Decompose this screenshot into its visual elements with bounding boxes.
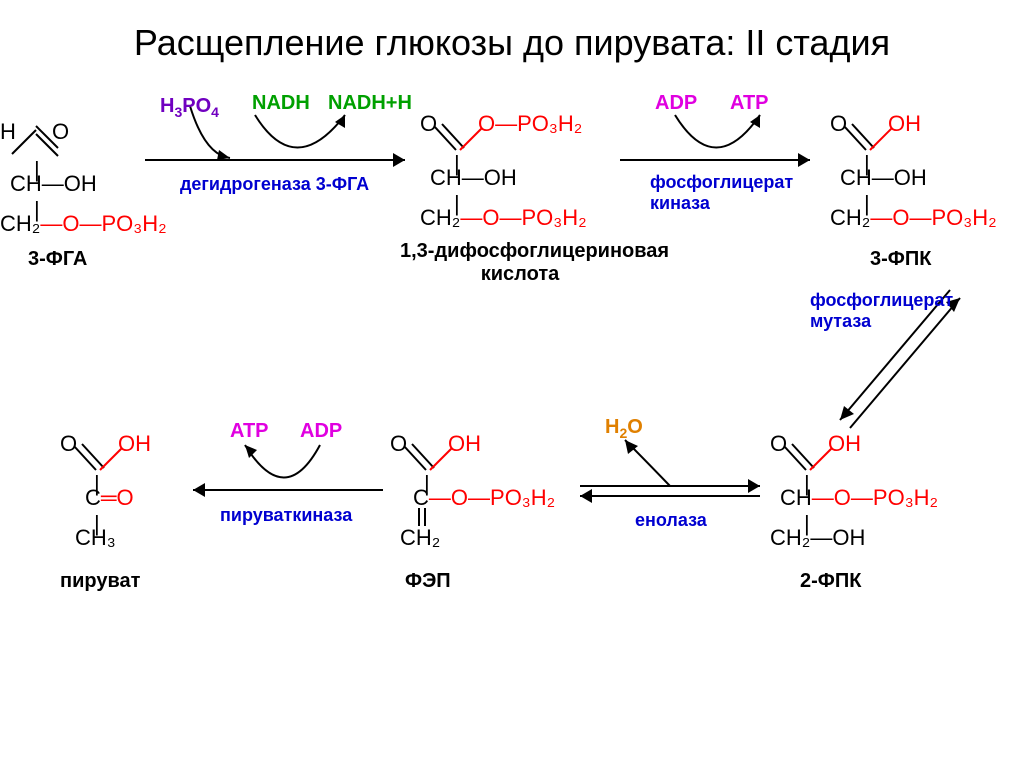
page-title: Расщепление глюкозы до пирувата: II стад… <box>0 22 1024 64</box>
enzyme-5: пируваткиназа <box>220 505 352 526</box>
fep-line3: CH₂ <box>400 524 440 552</box>
pyr-line2: C═O <box>85 484 134 512</box>
3fpk-label: 3-ФПК <box>870 248 931 271</box>
dpg-line3: CH₂—O—PO₃H₂ <box>420 204 587 232</box>
pyr-line3: CH₃ <box>75 524 116 552</box>
dpg-line2: CH—OH <box>430 164 517 192</box>
enzyme-3: фосфоглицерат мутаза <box>810 290 953 332</box>
arrow-2 <box>620 100 820 180</box>
atp-2: ATP <box>230 420 269 443</box>
pyr-OH: OH <box>118 430 151 458</box>
3fga-line2: CH—OH <box>10 170 97 198</box>
3fpk-line3: CH₂—O—PO₃H₂ <box>830 204 997 232</box>
3fpk-OH: OH <box>888 110 921 138</box>
3fga-label: 3-ФГА <box>28 248 87 271</box>
adp-1: ADP <box>655 92 697 115</box>
3fga-vb1: | <box>34 156 40 184</box>
pyr-O1: O <box>60 430 77 458</box>
fep-label: ФЭП <box>405 570 451 593</box>
2fpk-label: 2-ФПК <box>800 570 861 593</box>
nadh-out-label: NADH+H <box>328 92 412 115</box>
h2o-label: H2O <box>605 416 643 441</box>
enzyme-1: дегидрогеназа 3-ФГА <box>180 174 369 195</box>
arrow-5 <box>185 430 385 510</box>
enzyme-2: фосфоглицерат киназа <box>650 172 793 214</box>
2fpk-O: O <box>770 430 787 458</box>
2fpk-line2: CH—O—PO₃H₂ <box>780 484 938 512</box>
arrow-4 <box>570 430 770 510</box>
2fpk-line3: CH₂—OH <box>770 524 865 552</box>
fep-OH: OH <box>448 430 481 458</box>
dpg-O: O <box>420 110 437 138</box>
fep-O: O <box>390 430 407 458</box>
fep-line2: C—O—PO₃H₂ <box>413 484 555 512</box>
2fpk-OH: OH <box>828 430 861 458</box>
dpg-OP: O—PO₃H₂ <box>478 110 582 138</box>
3fga-H: H <box>0 118 16 146</box>
nadh-in-label: NADH <box>252 92 310 115</box>
pyr-label: пируват <box>60 570 140 593</box>
3fga-O: O <box>52 118 69 146</box>
3fpk-line2: CH—OH <box>840 164 927 192</box>
enzyme-4: енолаза <box>635 510 707 531</box>
3fga-line3: CH₂—O—PO₃H₂ <box>0 210 167 238</box>
dpg-label: 1,3-дифосфоглицериновая кислота <box>400 240 640 286</box>
3fpk-O: O <box>830 110 847 138</box>
adp-2: ADP <box>300 420 342 443</box>
h3po4-label: H3PO4 <box>160 95 219 120</box>
atp-1: ATP <box>730 92 769 115</box>
